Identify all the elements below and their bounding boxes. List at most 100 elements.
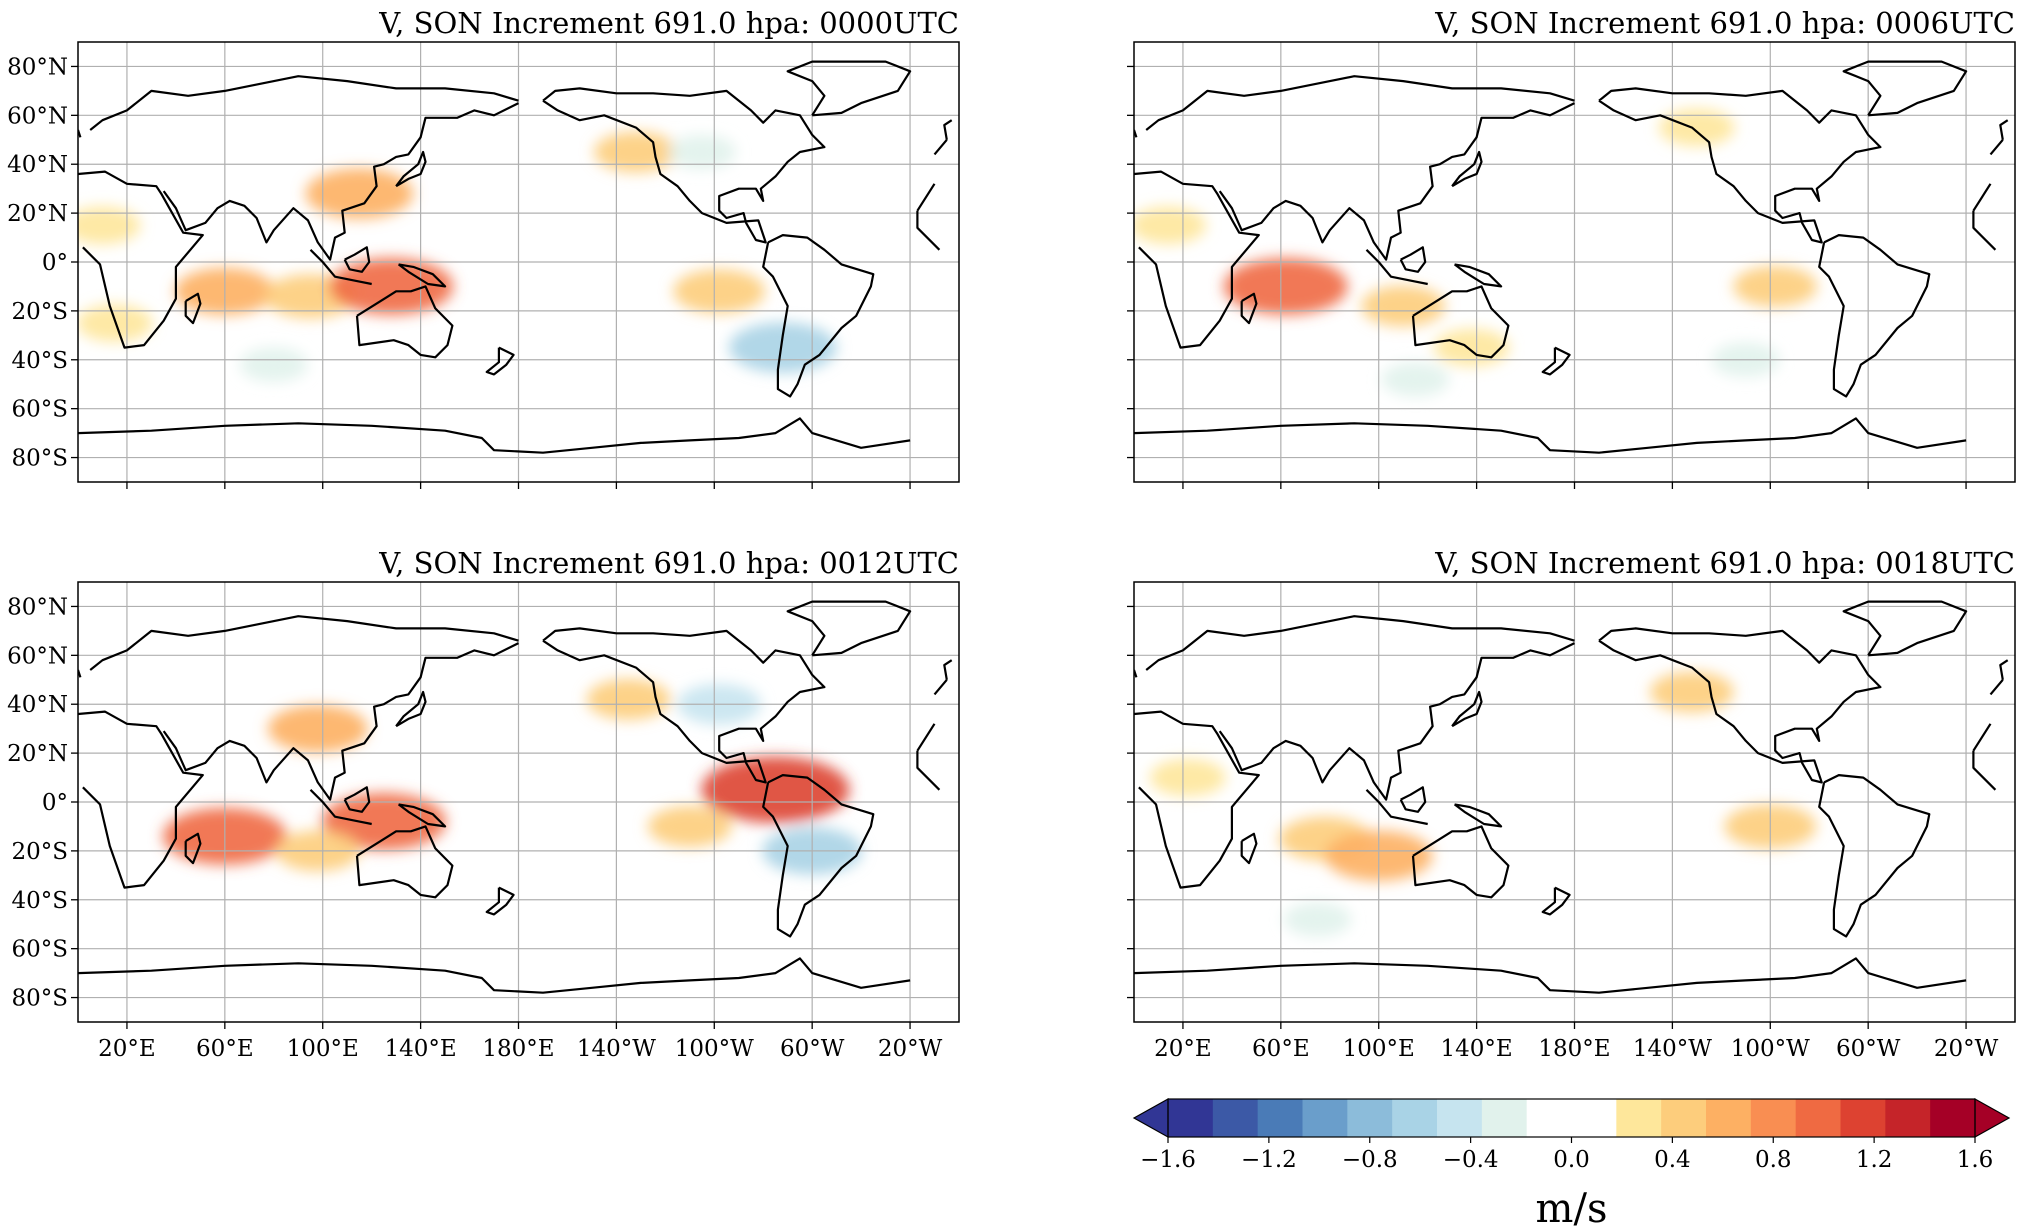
coastline: [542, 87, 826, 244]
lon-tick-label: 140°E: [1441, 1036, 1513, 1062]
lat-tick-label: 40°N: [7, 692, 68, 718]
coastline: [1411, 825, 1510, 899]
panel-title: V, SON Increment 691.0 hpa: 0000UTC: [378, 6, 959, 40]
coastline: [1453, 263, 1503, 288]
increment-blob: [1433, 328, 1510, 367]
colorbar-extend-min: [1132, 1097, 1169, 1139]
lat-tick-label: 0°: [42, 250, 68, 276]
lon-tick-label: 140°W: [1633, 1036, 1712, 1062]
panel-title: V, SON Increment 691.0 hpa: 0012UTC: [378, 546, 959, 580]
lon-tick-label: 60°E: [196, 1036, 254, 1062]
lon-tick-label: 100°W: [1731, 1036, 1810, 1062]
panel-title: V, SON Increment 691.0 hpa: 0018UTC: [1434, 546, 2015, 580]
lat-tick-label: 60°S: [11, 397, 68, 423]
coastline: [1145, 75, 2004, 156]
coastline: [762, 774, 875, 938]
lat-tick-label: 80°S: [11, 986, 68, 1012]
coastline: [397, 263, 447, 288]
increment-blob: [668, 134, 737, 170]
colorbar-segment: [1795, 1099, 1842, 1137]
coastlines: [1134, 60, 2009, 454]
gridlines: [1134, 42, 2015, 482]
map-panel-0018UTC: 20°E 60°E 100°E 140°E 180°E 140°W 100°W 60°W 20°…: [1127, 546, 2016, 1062]
coastline: [1818, 774, 1931, 938]
lon-tick-label: 60°W: [780, 1036, 845, 1062]
coastline: [762, 234, 875, 398]
coastline: [1453, 803, 1503, 828]
coastline: [395, 690, 427, 728]
colorbar-segment: [1571, 1099, 1617, 1137]
lat-tick-label: 40°S: [11, 888, 68, 914]
increment-blob: [1733, 266, 1818, 307]
coastline: [1240, 292, 1258, 325]
colorbar-segment: [1750, 1099, 1797, 1137]
increment-field: [78, 131, 837, 382]
coastline: [343, 246, 371, 273]
lon-tick-label: 100°E: [1343, 1036, 1415, 1062]
lat-tick-label: 20°S: [11, 839, 68, 865]
coastline: [184, 292, 202, 325]
increment-blob: [1134, 206, 1207, 245]
increment-blob: [239, 347, 308, 382]
coastline: [1842, 600, 1968, 657]
colorbar-segment: [1212, 1099, 1259, 1137]
colorbar-segment: [1257, 1099, 1304, 1137]
increment-blob: [78, 206, 141, 245]
lat-tick-label: 60°N: [7, 103, 68, 129]
coastline: [1365, 789, 1428, 826]
lon-tick-label: 20°E: [1154, 1036, 1212, 1062]
lat-tick-label: 20°N: [7, 201, 68, 227]
lon-tick-label: 180°E: [482, 1036, 554, 1062]
map-panel-0006UTC: V, SON Increment 691.0 hpa: 0006UTC: [1127, 6, 2016, 489]
map-panel-0000UTC: 80°N 60°N 40°N 20°N 0° 20°S 40°S 60°S 80°S V, SON…: [7, 6, 960, 489]
coastline: [397, 803, 447, 828]
coastline: [1134, 710, 1997, 889]
colorbar-tick-label: 0.8: [1755, 1147, 1792, 1173]
increment-blob: [1149, 758, 1226, 797]
coastline: [1598, 87, 1882, 244]
colorbar-tick-label: 0.0: [1553, 1147, 1590, 1173]
increment-blob: [586, 678, 671, 720]
gridlines: [1134, 582, 2015, 1022]
coastline: [1541, 346, 1571, 376]
coastline: [485, 346, 515, 376]
coastline: [309, 249, 372, 286]
coastline: [1399, 786, 1427, 813]
coastline: [485, 886, 515, 916]
increment-blob: [305, 168, 414, 219]
colorbar-segment: [1526, 1099, 1573, 1137]
coastline: [1145, 615, 2004, 696]
colorbar-segment: [1930, 1099, 1976, 1137]
colorbar-tick-label: −1.6: [1140, 1147, 1196, 1173]
increment-blob: [673, 269, 766, 314]
lat-tick-label: 80°N: [7, 594, 68, 620]
colorbar-segment: [1661, 1099, 1707, 1137]
coastlines: [78, 600, 953, 994]
coastline: [786, 600, 912, 657]
lat-tick-label: 20°N: [7, 741, 68, 767]
coastline: [89, 615, 948, 696]
increment-blob: [267, 705, 368, 753]
colorbar-tick-label: 1.2: [1856, 1147, 1893, 1173]
lon-tick-label: 100°E: [287, 1036, 359, 1062]
gridlines: [78, 582, 959, 1022]
lat-tick-label: 0°: [42, 790, 68, 816]
gridlines: [78, 42, 959, 482]
increment-blob: [1381, 362, 1450, 397]
lon-tick-label: 60°W: [1836, 1036, 1901, 1062]
coastline: [1134, 417, 1967, 454]
colorbar: −1.6 −1.2 −0.8 −0.4 0.0 0.4 0.8 1.2 1.6 m/s: [1132, 1097, 2011, 1232]
colorbar-segment: [1302, 1099, 1348, 1137]
coastline: [1134, 170, 1997, 349]
coastline: [1842, 60, 1968, 117]
colorbar-tick-label: −0.8: [1342, 1147, 1398, 1173]
lat-tick-label: 60°N: [7, 643, 68, 669]
increment-blob: [1649, 671, 1734, 713]
lon-tick-label: 140°E: [385, 1036, 457, 1062]
increment-blob: [701, 756, 850, 823]
colorbar-segment: [1437, 1099, 1483, 1137]
coastline: [542, 627, 826, 784]
colorbar-segment: [1616, 1099, 1662, 1137]
colorbar-segment: [1481, 1099, 1528, 1137]
coastline: [1399, 246, 1427, 273]
